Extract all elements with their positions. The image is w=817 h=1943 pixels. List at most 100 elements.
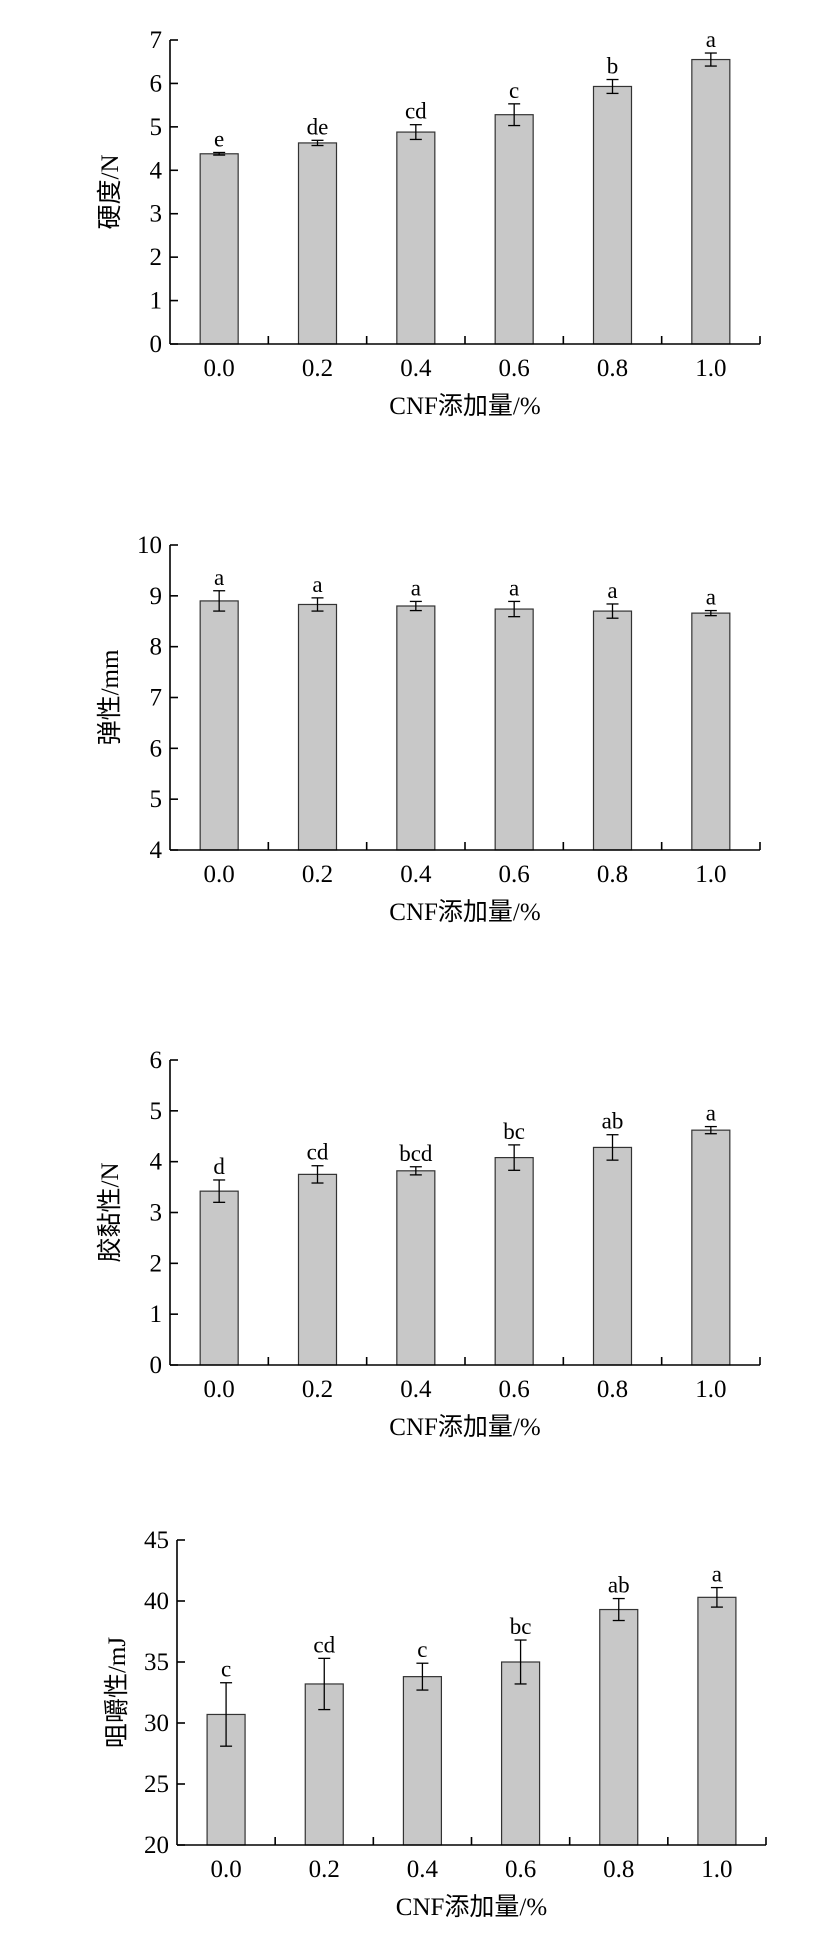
- bar-0.8: [592, 1146, 633, 1366]
- error-bar-0.6: [514, 1639, 527, 1685]
- bar-0.8: [592, 610, 633, 851]
- x-tick-label: 0.2: [309, 1856, 340, 1883]
- error-bar-0.4: [409, 124, 422, 141]
- y-axis-title: 弹性/mm: [96, 649, 124, 745]
- x-tick-label: 0.2: [302, 861, 333, 888]
- y-tick-label: 0: [150, 331, 163, 358]
- significance-label: ab: [602, 1109, 624, 1134]
- x-tick-label: 0.0: [204, 1376, 235, 1403]
- y-tick-label: 4: [150, 157, 163, 184]
- bar-0.6: [494, 1156, 534, 1366]
- error-bar-0.8: [606, 78, 619, 95]
- x-tick-label: 0.6: [505, 1856, 536, 1883]
- y-tick-label: 8: [150, 634, 163, 661]
- bar-0.8: [599, 1608, 639, 1846]
- x-tick-label: 1.0: [695, 861, 726, 888]
- y-tick-label: 7: [150, 27, 163, 54]
- error-bar-0.0: [213, 590, 226, 612]
- chart-panel-4: c cd c bc ab a 20 25 30 35 40 45 0.0 0.2 0.4 0.6 0.8 1.0 C…: [103, 1527, 767, 1921]
- x-tick-label: 0.8: [603, 1856, 634, 1883]
- error-bar-0.6: [508, 600, 521, 618]
- error-bar-0.0: [213, 1179, 226, 1203]
- error-bar-0.2: [318, 1657, 331, 1711]
- significance-label: cd: [313, 1632, 335, 1657]
- y-tick-label: 4: [150, 837, 163, 864]
- bar-0.6: [494, 114, 534, 345]
- y-tick-label: 5: [150, 786, 163, 813]
- y-tick-label: 45: [144, 1527, 169, 1554]
- x-tick-label: 1.0: [695, 1376, 726, 1403]
- significance-label: a: [706, 27, 716, 52]
- y-tick-label: 5: [150, 1098, 163, 1125]
- x-tick-label: 0.0: [210, 1856, 241, 1883]
- y-tick-label: 0: [150, 1352, 163, 1379]
- y-tick-label: 6: [150, 1047, 163, 1074]
- x-tick-label: 0.2: [302, 355, 333, 382]
- y-tick-label: 2: [150, 244, 163, 271]
- bar-0.4: [396, 1170, 436, 1366]
- y-tick-label: 35: [144, 1649, 169, 1676]
- y-tick-label: 25: [144, 1771, 169, 1798]
- significance-label: a: [509, 575, 519, 600]
- bar-0.0: [199, 153, 239, 345]
- x-tick-label: 1.0: [701, 1856, 732, 1883]
- significance-label: a: [712, 1562, 722, 1587]
- bar-1.0: [691, 58, 731, 345]
- bar-0.2: [297, 603, 338, 851]
- significance-label: ab: [608, 1573, 630, 1598]
- significance-label: a: [607, 578, 617, 603]
- error-bar-0.2: [311, 1165, 324, 1184]
- significance-label: bc: [510, 1614, 532, 1639]
- x-axis-title: CNF添加量/%: [389, 1413, 540, 1441]
- error-bar-0.8: [606, 1134, 619, 1161]
- significance-label: de: [307, 114, 329, 139]
- significance-label: c: [221, 1657, 231, 1682]
- error-bar-0.0: [220, 1682, 233, 1747]
- x-tick-label: 0.4: [400, 1376, 432, 1403]
- error-bar-0.2: [311, 597, 324, 612]
- x-axis-title: CNF添加量/%: [396, 1893, 547, 1921]
- x-tick-label: 0.8: [597, 355, 628, 382]
- bar-0.4: [402, 1676, 443, 1846]
- error-bar-0.0: [213, 151, 226, 156]
- y-tick-label: 1: [150, 288, 163, 315]
- x-axis-title: CNF添加量/%: [389, 392, 540, 420]
- x-tick-label: 0.6: [499, 355, 530, 382]
- x-tick-label: 0.6: [499, 1376, 530, 1403]
- significance-label: bc: [503, 1119, 525, 1144]
- chart-panel-2: a a a a a a 4 5 6 7 8 9 10 0.0 0.2 0.4 0.6 0.8 1.0 CNF添加量/%…: [96, 532, 761, 926]
- error-bar-0.6: [508, 103, 521, 127]
- bar-1.0: [691, 612, 731, 851]
- x-axis-title: CNF添加量/%: [389, 898, 540, 926]
- x-tick-label: 1.0: [695, 355, 726, 382]
- bar-0.4: [396, 605, 436, 851]
- x-tick-label: 0.2: [302, 1376, 333, 1403]
- y-tick-label: 5: [150, 114, 163, 141]
- bar-0.8: [592, 85, 633, 345]
- error-bar-0.8: [606, 603, 619, 619]
- chart-panel-3: d cd bcd bc ab a 0 1 2 3 4 5 6 0.0 0.2 0.4 0.6 0.8 1.0 CNF添…: [96, 1047, 761, 1441]
- y-tick-label: 30: [144, 1710, 169, 1737]
- chart-panel-1: e de cd c b a 0 1 2 3 4 5 6 7 0.0 0.2 0.4 0.6 0.8 1.0 CNF添加量…: [96, 27, 761, 420]
- y-tick-label: 3: [150, 1200, 163, 1227]
- significance-label: bcd: [399, 1141, 433, 1166]
- y-tick-label: 4: [150, 1149, 163, 1176]
- y-tick-label: 7: [150, 685, 163, 712]
- bar-0.2: [304, 1683, 344, 1846]
- x-tick-label: 0.0: [204, 861, 235, 888]
- bar-1.0: [691, 1129, 731, 1366]
- y-tick-label: 3: [150, 201, 163, 228]
- bar-0.0: [199, 600, 239, 851]
- error-bar-1.0: [704, 52, 717, 67]
- y-tick-label: 20: [144, 1832, 169, 1859]
- error-bar-0.2: [311, 139, 324, 147]
- x-tick-label: 0.4: [400, 861, 432, 888]
- bar-0.6: [500, 1661, 541, 1846]
- y-tick-label: 40: [144, 1588, 169, 1615]
- x-tick-label: 0.6: [499, 861, 530, 888]
- x-tick-label: 0.4: [407, 1856, 439, 1883]
- error-bar-1.0: [710, 1586, 723, 1608]
- y-tick-label: 6: [150, 735, 163, 762]
- significance-label: cd: [307, 1140, 329, 1165]
